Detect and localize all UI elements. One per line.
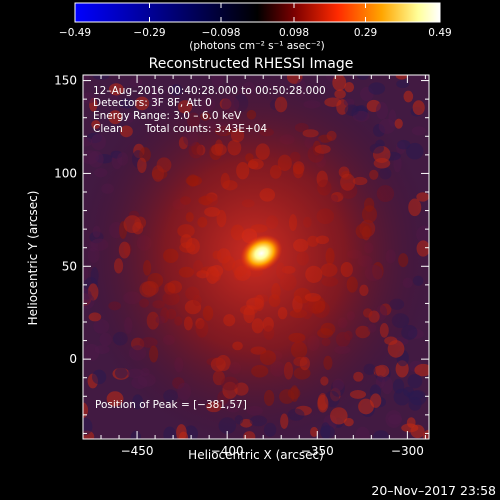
speckle-blob — [394, 118, 403, 129]
x-tick-label: −300 — [391, 444, 424, 458]
speckle-blob — [375, 102, 389, 120]
speckle-blob — [368, 82, 386, 95]
speckle-blob — [91, 120, 101, 129]
speckle-blob — [92, 369, 107, 385]
colorbar-tick-label: −0.29 — [133, 27, 165, 39]
colorbar-tick-label: 0.29 — [354, 27, 377, 39]
speckle-blob — [90, 133, 106, 151]
footer-date: 20–Nov–2017 23:58 — [371, 483, 496, 498]
annotation-peak-position: Position of Peak = [−381,57] — [95, 399, 247, 411]
speckle-blob — [163, 426, 177, 439]
x-tick-label: −400 — [211, 444, 244, 458]
y-tick-label: 0 — [69, 352, 77, 366]
annotation-energy: Energy Range: 3.0 – 6.0 keV — [93, 110, 242, 122]
speckle-blob — [129, 77, 143, 88]
axis-ticks: −450 −400 −350 −300 0 50 100 150 — [54, 74, 429, 458]
speckle-blob — [108, 83, 124, 96]
colorbar — [74, 2, 441, 23]
speckle-blob — [395, 75, 408, 80]
speckle-blob — [106, 391, 124, 407]
speckle-blob — [411, 126, 427, 136]
speckle-blob — [414, 363, 429, 377]
x-axis-label: Heliocentric X (arcsec) — [188, 448, 324, 462]
chart-title: Reconstructed RHESSI Image — [149, 56, 354, 72]
colorbar-tick-label: −0.098 — [202, 27, 241, 39]
annotation-counts: Total counts: 3.43E+04 — [144, 123, 267, 135]
speckle-blob — [83, 137, 93, 147]
speckle-blob — [407, 373, 423, 389]
speckle-blob — [401, 423, 419, 433]
speckle-blob — [108, 110, 123, 125]
speckle-blob — [83, 92, 96, 104]
speckle-blob — [396, 79, 410, 89]
colorbar-ticks: −0.49 −0.29 −0.098 0.098 0.29 0.49 — [59, 3, 452, 39]
y-tick-label: 150 — [54, 74, 77, 88]
speckle-blob — [119, 98, 135, 109]
speckle-blob — [355, 426, 370, 439]
speckle-blob — [392, 378, 405, 394]
y-tick-label: 100 — [54, 166, 77, 180]
speckle-blob — [422, 429, 429, 439]
colorbar-units-label: (photons cm⁻² s⁻¹ asec⁻²) — [189, 40, 324, 52]
colorbar-tick-label: 0.49 — [428, 27, 451, 39]
peak-source — [240, 234, 283, 272]
speckle-blob — [387, 414, 402, 425]
speckle-blob — [407, 390, 424, 401]
annotation-time-range: 12–Aug–2016 00:40:28.000 to 00:50:28.000 — [93, 85, 326, 97]
x-tick-label: −350 — [301, 444, 334, 458]
speckle-blob — [344, 82, 355, 93]
image-area — [83, 75, 429, 439]
speckle-blob — [373, 430, 389, 439]
annotation-clean: Clean — [93, 123, 123, 135]
speckle-blob — [408, 396, 422, 411]
y-tick-label: 50 — [62, 259, 77, 273]
annotation-detectors: Detectors: 3F 8F, Att 0 — [93, 97, 212, 109]
speckle-blob — [403, 90, 414, 103]
speckle-blob — [356, 75, 370, 81]
colorbar-tick-label: −0.49 — [59, 27, 91, 39]
y-axis-label: Heliocentric Y (arcsec) — [26, 191, 40, 326]
plot-frame — [82, 74, 430, 440]
speckle-blob — [412, 100, 425, 116]
colorbar-tick-label: 0.098 — [279, 27, 309, 39]
speckle-blob — [130, 430, 142, 439]
speckle-blob — [83, 418, 93, 436]
speckle-blob — [406, 142, 424, 160]
speckle-blob — [83, 402, 89, 418]
x-tick-label: −450 — [121, 444, 154, 458]
